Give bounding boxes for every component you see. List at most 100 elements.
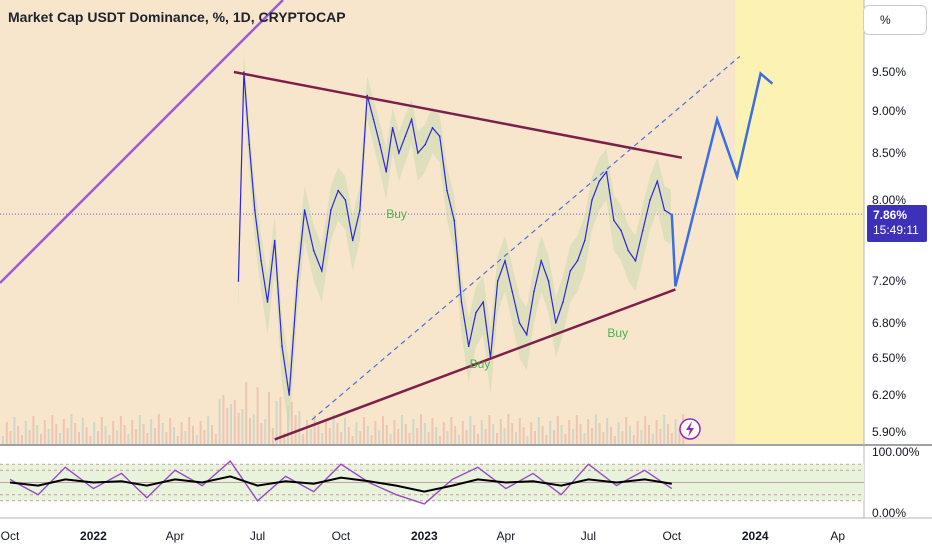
price-point	[237, 280, 240, 282]
volume-bar	[123, 425, 126, 444]
volume-bar	[522, 427, 525, 444]
volume-bar	[363, 417, 365, 444]
volume-bar	[287, 406, 289, 444]
volume-bar	[374, 421, 377, 444]
oscillator-tick-label: 0.00%	[872, 506, 906, 520]
volume-bar	[397, 429, 400, 444]
chart-title: Market Cap USDT Dominance, %, 1D, CRYPTO…	[8, 9, 346, 25]
price-point	[398, 152, 400, 154]
x-tick-label: Jul	[250, 529, 265, 543]
y-tick-label: 7.20%	[872, 274, 906, 288]
volume-bar	[154, 428, 156, 444]
volume-bar	[328, 428, 331, 444]
x-tick-label: Oct	[1, 529, 20, 543]
volume-bar	[427, 432, 430, 444]
lightning-icon-bolt[interactable]	[686, 421, 694, 437]
volume-bar	[655, 420, 658, 444]
oscillator-signal-line	[9, 475, 672, 493]
volume-bar	[503, 428, 506, 444]
volume-bar	[199, 421, 202, 444]
volume-bar	[127, 434, 130, 444]
volume-bar	[602, 432, 605, 444]
volume-bar	[674, 419, 677, 444]
price-point	[431, 127, 434, 129]
cloud-area	[238, 52, 671, 432]
volume-bar	[146, 433, 149, 444]
volume-bar	[556, 416, 559, 444]
volume-bar	[5, 422, 8, 444]
volume-bar	[283, 433, 286, 444]
drawings-layer[interactable]	[0, 0, 774, 441]
volume-bar	[435, 427, 438, 444]
triangle-upper-line[interactable]	[233, 70, 683, 159]
volume-bar	[230, 404, 232, 444]
oscillator-pane	[0, 460, 864, 505]
price-point	[266, 301, 269, 303]
volume-bar	[583, 433, 586, 444]
volume-bar	[24, 421, 27, 444]
volume-bar	[165, 432, 168, 444]
volume-bar	[40, 434, 42, 444]
volume-bar	[575, 415, 578, 444]
volume-bar	[594, 414, 597, 444]
volume-bar	[279, 397, 282, 444]
volume-bars	[2, 382, 685, 444]
price-point	[366, 94, 369, 97]
volume-bar	[192, 426, 194, 444]
price-point	[391, 127, 394, 129]
y-tick-label: 6.20%	[872, 388, 906, 402]
volume-bar	[579, 424, 582, 444]
last-price-value: 7.86%	[873, 208, 908, 222]
volume-bar	[93, 422, 96, 444]
volume-bar	[226, 408, 229, 444]
last-price-badge: 7.86% 15:49:11	[867, 205, 927, 242]
x-tick-label: Apr	[166, 529, 185, 543]
volume-bar	[496, 433, 498, 444]
price-point	[438, 135, 441, 137]
volume-bar	[233, 400, 236, 444]
volume-bar	[408, 433, 411, 444]
volume-bar	[636, 421, 639, 444]
volume-bar	[290, 402, 293, 444]
dashed-trendline[interactable]	[311, 55, 741, 421]
triangle-lower-line[interactable]	[274, 288, 676, 441]
volume-bar	[473, 425, 476, 444]
volume-bar	[66, 428, 69, 444]
volume-bar	[317, 424, 320, 444]
volume-bar	[59, 433, 61, 444]
volume-bar	[116, 430, 118, 444]
volume-bar	[332, 414, 335, 444]
volume-bar	[420, 414, 422, 444]
y-tick-label: 8.50%	[872, 146, 906, 160]
price-point	[627, 249, 630, 252]
volume-bar	[366, 426, 369, 444]
price-point	[642, 229, 644, 232]
volume-bar	[100, 417, 103, 444]
volume-bar	[355, 422, 358, 444]
volume-bar	[74, 423, 77, 444]
volume-bar	[439, 436, 441, 444]
price-point	[562, 301, 564, 303]
volume-bar	[663, 415, 666, 444]
volume-bar	[564, 434, 567, 444]
volume-bar	[28, 430, 31, 444]
channel-line[interactable]	[0, 0, 284, 284]
volume-bar	[480, 420, 483, 444]
buy-signal-label: Buy	[607, 326, 628, 340]
volume-bar	[169, 418, 172, 444]
lightning-icon[interactable]	[679, 418, 701, 440]
volume-bar	[43, 420, 46, 444]
volume-bar	[499, 419, 502, 444]
volume-bar	[659, 429, 662, 444]
volume-bar	[104, 426, 107, 444]
forecast-path[interactable]	[670, 71, 774, 287]
price-point	[281, 345, 283, 348]
buy-signal-label: Buy	[470, 357, 491, 371]
volume-bar	[568, 420, 571, 444]
unit-selector-button[interactable]: %	[863, 5, 927, 35]
volume-bar	[176, 436, 179, 444]
x-tick-label: 2024	[742, 529, 769, 543]
price-point	[482, 301, 485, 303]
